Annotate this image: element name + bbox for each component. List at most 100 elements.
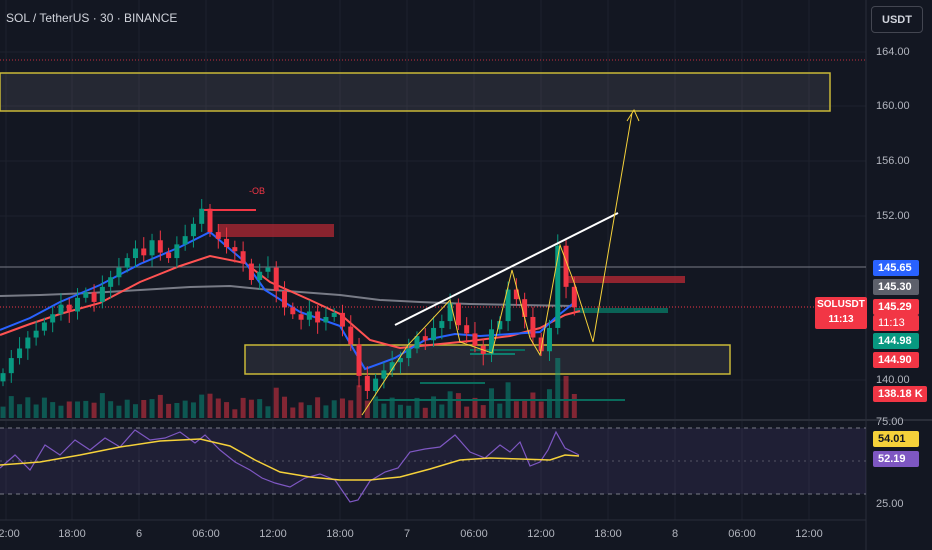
candle	[431, 316, 437, 347]
volume-bar	[348, 400, 354, 418]
volume-bar	[240, 397, 246, 418]
volume-bar	[41, 397, 47, 418]
candle	[290, 302, 296, 320]
projection-arrowhead	[626, 108, 640, 122]
volume-bar	[8, 396, 14, 418]
order-block-upper[interactable]	[218, 224, 334, 237]
symbol-title[interactable]: SOL / TetherUS · 30 · BINANCE	[6, 11, 178, 25]
volume-bar	[447, 391, 453, 418]
volume-bar	[306, 405, 312, 418]
candle	[141, 237, 147, 262]
candle	[555, 234, 561, 335]
ema-price-tag: 145.65	[873, 260, 919, 276]
volume-bar	[571, 394, 577, 418]
volume-bar	[472, 397, 478, 418]
volume-bar	[33, 404, 39, 418]
volume-bar	[373, 396, 379, 418]
last-price-tag: 145.29	[873, 299, 919, 315]
rsi-label-25: 25.00	[876, 498, 904, 510]
candle	[464, 317, 470, 344]
zigzag-pattern[interactable]	[361, 112, 633, 416]
candle	[116, 257, 122, 286]
volume-bar	[17, 404, 23, 418]
order-block-right[interactable]	[567, 276, 685, 283]
candle	[75, 288, 81, 320]
red-price-tag: 144.90	[873, 352, 919, 368]
time-label-0: 12:00	[0, 528, 20, 540]
candle	[563, 239, 569, 299]
candle	[323, 307, 329, 331]
candle	[339, 304, 345, 337]
candle	[91, 284, 97, 312]
supply-zone[interactable]	[0, 72, 831, 112]
rsi-ma-tag: 54.01	[873, 431, 919, 447]
volume-bar	[414, 397, 420, 418]
currency-button[interactable]: USDT	[871, 6, 923, 33]
countdown: 11:13	[828, 314, 854, 325]
volume-bar	[91, 402, 97, 418]
green-price-tag: 144.98	[873, 333, 919, 349]
volume-bar	[455, 393, 461, 418]
candle	[257, 263, 263, 290]
rsi-ma-line	[0, 438, 580, 481]
volume-bar	[124, 399, 130, 418]
sma-line	[0, 284, 576, 307]
ob-label: -OB	[249, 186, 266, 196]
candle	[298, 306, 304, 330]
candle	[166, 247, 172, 263]
candle	[182, 224, 188, 251]
countdown-tag: 11:13	[873, 315, 919, 331]
candle	[174, 236, 180, 268]
wedge-trendline[interactable]	[394, 212, 619, 326]
volume-bar	[25, 397, 31, 418]
price-label-160: 160.00	[876, 100, 910, 112]
candle	[530, 307, 536, 346]
volume-tag: 138.18 K	[873, 386, 927, 402]
volume-bar	[207, 393, 213, 418]
time-label-6: 7	[403, 528, 411, 540]
time-label-8: 12:00	[527, 528, 555, 540]
candle	[522, 292, 528, 329]
volume-bar	[232, 409, 238, 418]
green-block-right[interactable]	[575, 308, 668, 313]
price-label-156: 156.00	[876, 155, 910, 167]
candle	[215, 223, 221, 249]
liquidity-lines	[375, 349, 625, 401]
volume-bar	[215, 398, 221, 418]
symbol-name: SOLUSDT	[817, 299, 865, 310]
candle	[149, 233, 155, 267]
candle	[356, 337, 362, 388]
volume-bar	[248, 399, 254, 418]
candle	[17, 337, 23, 365]
volume-bar	[298, 402, 304, 418]
candle	[50, 306, 56, 333]
candle	[306, 300, 312, 327]
candle	[406, 338, 412, 367]
candle	[132, 240, 138, 268]
candle	[199, 199, 205, 232]
candle	[0, 368, 6, 387]
volume-bar	[331, 400, 337, 418]
volume-bar	[538, 401, 544, 418]
candle	[8, 349, 14, 383]
candle	[99, 275, 105, 309]
volume-bar	[546, 389, 552, 418]
candle	[83, 287, 89, 303]
candle	[381, 362, 387, 389]
volume-bar	[58, 405, 64, 418]
volume-bar	[389, 397, 395, 418]
volume-bar	[149, 399, 155, 418]
volume-bar	[323, 405, 329, 418]
candle	[108, 270, 114, 299]
volume-bar	[381, 403, 387, 418]
volume-bar	[513, 401, 519, 418]
candle	[265, 256, 271, 279]
volume-bar	[99, 393, 105, 418]
volume-bar	[422, 407, 428, 418]
volume-bar	[282, 396, 288, 418]
volume-bar	[397, 404, 403, 418]
candle	[232, 240, 238, 263]
volume-bar	[530, 392, 536, 418]
volume-bar	[174, 403, 180, 418]
